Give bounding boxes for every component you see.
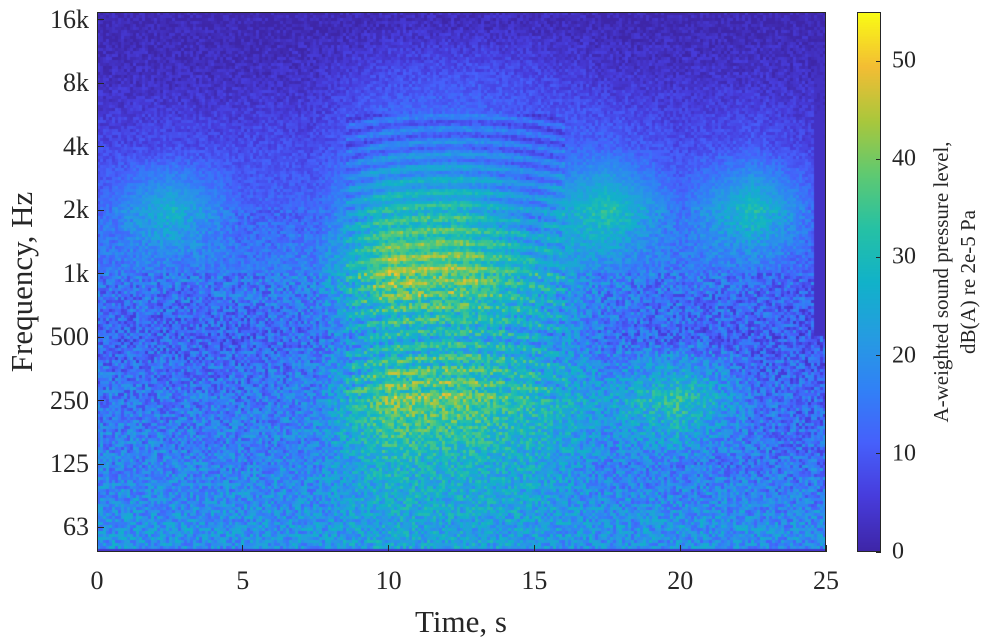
y-tick-mark [97, 463, 104, 465]
y-tick-label: 125 [50, 449, 89, 479]
y-tick-label: 8k [63, 68, 89, 98]
y-tick-label: 16k [50, 4, 89, 34]
colorbar-label: A-weighted sound pressure level, dB(A) r… [928, 141, 982, 422]
y-tick-label: 250 [50, 385, 89, 415]
y-tick-mark [97, 273, 104, 275]
x-tick-mark [96, 545, 98, 552]
x-axis-label: Time, s [415, 604, 507, 639]
colorbar-label-line1: A-weighted sound pressure level, [929, 141, 953, 423]
colorbar-tick-mark [876, 256, 881, 258]
colorbar-tick-label: 30 [892, 243, 916, 270]
colorbar-tick-mark [876, 355, 881, 357]
y-axis-label: Frequency, Hz [4, 191, 39, 373]
colorbar-label-line2: dB(A) re 2e-5 Pa [956, 209, 980, 355]
y-tick-label: 1k [63, 258, 89, 288]
y-tick-label: 4k [63, 131, 89, 161]
y-tick-mark [97, 19, 104, 21]
colorbar-tick-label: 0 [892, 538, 904, 565]
y-tick-mark [97, 146, 104, 148]
y-tick-label: 2k [63, 195, 89, 225]
y-tick-mark [97, 82, 104, 84]
x-tick-label: 15 [521, 566, 548, 595]
y-tick-mark [97, 209, 104, 211]
y-tick-mark [97, 526, 104, 528]
y-tick-label: 63 [63, 512, 89, 542]
x-tick-label: 5 [236, 566, 250, 595]
colorbar-tick-label: 10 [892, 440, 916, 467]
colorbar-tick-mark [876, 551, 881, 553]
x-tick-label: 25 [813, 566, 839, 595]
colorbar-tick-label: 50 [892, 47, 916, 74]
colorbar-tick-label: 20 [892, 342, 916, 369]
x-tick-mark [679, 545, 681, 552]
x-tick-label: 10 [375, 566, 402, 595]
x-tick-mark [825, 545, 827, 552]
y-tick-label: 500 [50, 322, 89, 352]
colorbar-tick-mark [876, 158, 881, 160]
x-tick-mark [242, 545, 244, 552]
colorbar-tick-label: 40 [892, 145, 916, 172]
y-tick-mark [97, 400, 104, 402]
colorbar [857, 12, 881, 552]
spectrogram-plot-area [97, 12, 826, 552]
colorbar-tick-mark [876, 60, 881, 62]
x-tick-mark [533, 545, 535, 552]
x-tick-label: 0 [90, 566, 104, 595]
y-tick-mark [97, 336, 104, 338]
x-tick-mark [388, 545, 390, 552]
colorbar-tick-mark [876, 453, 881, 455]
spectrogram-heatmap [97, 12, 826, 552]
x-tick-label: 20 [667, 566, 694, 595]
